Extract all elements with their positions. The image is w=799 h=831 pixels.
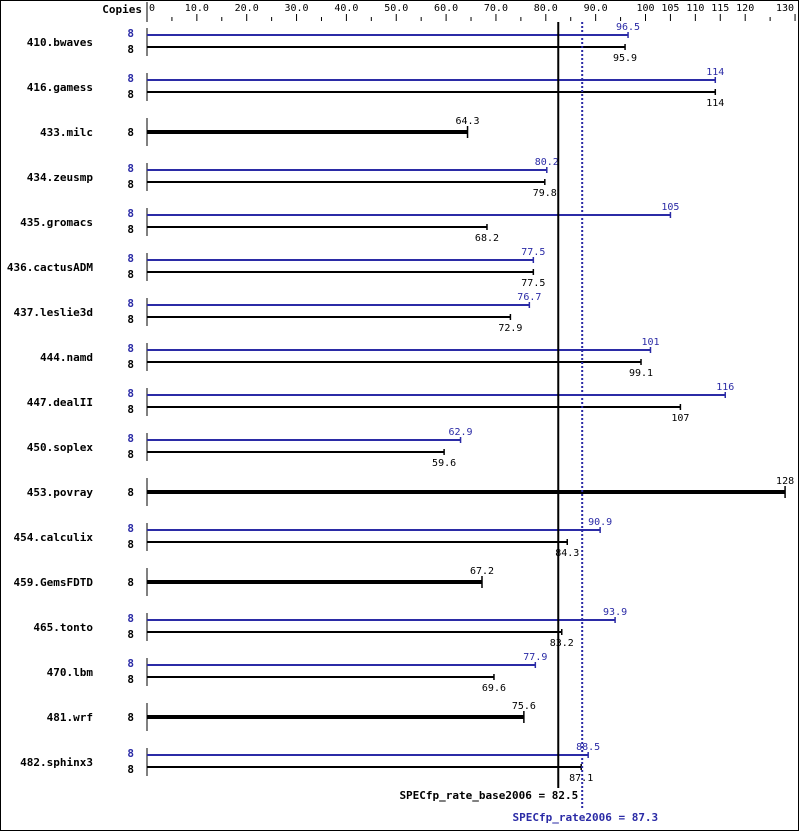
- benchmark-label: 481.wrf: [47, 711, 93, 724]
- base-summary-label: SPECfp_rate_base2006 = 82.5: [399, 789, 578, 802]
- copies-peak: 8: [127, 747, 134, 760]
- benchmark-label: 465.tonto: [33, 621, 93, 634]
- copies-base: 8: [127, 576, 134, 589]
- copies-base: 8: [127, 538, 134, 551]
- copies-peak: 8: [127, 387, 134, 400]
- tick-label: 30.0: [285, 3, 309, 14]
- base-value-label: 59.6: [432, 458, 456, 469]
- tick-label: 115: [711, 3, 729, 14]
- copies-base: 8: [127, 43, 134, 56]
- copies-peak: 8: [127, 342, 134, 355]
- copies-base: 8: [127, 448, 134, 461]
- copies-peak: 8: [127, 162, 134, 175]
- base-value-label: 75.6: [512, 701, 536, 712]
- base-value-label: 95.9: [613, 53, 637, 64]
- benchmark-label: 436.cactusADM: [7, 261, 93, 274]
- benchmark-label: 482.sphinx3: [20, 756, 93, 769]
- tick-label: 20.0: [235, 3, 259, 14]
- peak-value-label: 77.9: [523, 652, 547, 663]
- copies-peak: 8: [127, 72, 134, 85]
- copies-peak: 8: [127, 252, 134, 265]
- tick-label: 50.0: [384, 3, 408, 14]
- base-value-label: 99.1: [629, 368, 653, 379]
- copies-base: 8: [127, 486, 134, 499]
- copies-base: 8: [127, 358, 134, 371]
- base-value-label: 83.2: [550, 638, 574, 649]
- peak-value-label: 105: [661, 202, 679, 213]
- peak-value-label: 76.7: [517, 292, 541, 303]
- copies-peak: 8: [127, 27, 134, 40]
- benchmark-label: 416.gamess: [27, 81, 93, 94]
- benchmark-label: 437.leslie3d: [14, 306, 93, 319]
- tick-label: 40.0: [334, 3, 358, 14]
- copies-base: 8: [127, 223, 134, 236]
- peak-value-label: 101: [641, 337, 659, 348]
- peak-value-label: 114: [706, 67, 724, 78]
- peak-value-label: 93.9: [603, 607, 627, 618]
- peak-value-label: 116: [716, 382, 734, 393]
- tick-label: 80.0: [534, 3, 558, 14]
- copies-base: 8: [127, 763, 134, 776]
- tick-label: 60.0: [434, 3, 458, 14]
- copies-base: 8: [127, 178, 134, 191]
- copies-base: 8: [127, 403, 134, 416]
- tick-label: 130: [776, 3, 794, 14]
- copies-peak: 8: [127, 522, 134, 535]
- benchmark-label: 433.milc: [40, 126, 93, 139]
- base-value-label: 84.3: [555, 548, 579, 559]
- copies-peak: 8: [127, 297, 134, 310]
- copies-base: 8: [127, 268, 134, 281]
- copies-base: 8: [127, 628, 134, 641]
- base-value-label: 77.5: [521, 278, 545, 289]
- benchmark-label: 434.zeusmp: [27, 171, 94, 184]
- peak-summary-label: SPECfp_rate2006 = 87.3: [512, 811, 658, 824]
- benchmark-label: 470.lbm: [47, 666, 94, 679]
- copies-base: 8: [127, 711, 134, 724]
- copies-peak: 8: [127, 657, 134, 670]
- tick-label: 90.0: [584, 3, 608, 14]
- tick-label: 110: [686, 3, 704, 14]
- tick-label: 70.0: [484, 3, 508, 14]
- copies-peak: 8: [127, 612, 134, 625]
- peak-value-label: 77.5: [521, 247, 545, 258]
- benchmark-label: 444.namd: [40, 351, 93, 364]
- peak-value-label: 96.5: [616, 22, 640, 33]
- copies-base: 8: [127, 673, 134, 686]
- benchmark-label: 459.GemsFDTD: [14, 576, 94, 589]
- base-value-label: 128: [776, 476, 794, 487]
- copies-base: 8: [127, 126, 134, 139]
- peak-value-label: 90.9: [588, 517, 612, 528]
- base-value-label: 69.6: [482, 683, 506, 694]
- tick-label: 10.0: [185, 3, 209, 14]
- peak-value-label: 62.9: [449, 427, 473, 438]
- tick-label: 120: [736, 3, 754, 14]
- base-value-label: 107: [671, 413, 689, 424]
- benchmark-label: 453.povray: [27, 486, 94, 499]
- base-value-label: 68.2: [475, 233, 499, 244]
- peak-value-label: 80.2: [535, 157, 559, 168]
- base-value-label: 79.8: [533, 188, 557, 199]
- copies-header-label: Copies: [102, 3, 142, 16]
- base-value-label: 67.2: [470, 566, 494, 577]
- benchmark-label: 454.calculix: [14, 531, 94, 544]
- benchmark-label: 435.gromacs: [20, 216, 93, 229]
- benchmark-label: 410.bwaves: [27, 36, 93, 49]
- copies-peak: 8: [127, 207, 134, 220]
- base-value-label: 72.9: [498, 323, 522, 334]
- peak-value-label: 88.5: [576, 742, 600, 753]
- tick-label: 105: [661, 3, 679, 14]
- benchmark-label: 450.soplex: [27, 441, 94, 454]
- copies-base: 8: [127, 313, 134, 326]
- tick-label: 0: [149, 3, 155, 14]
- base-value-label: 114: [706, 98, 724, 109]
- copies-base: 8: [127, 88, 134, 101]
- base-value-label: 64.3: [455, 116, 479, 127]
- tick-label: 100: [636, 3, 654, 14]
- benchmark-label: 447.dealII: [27, 396, 93, 409]
- copies-peak: 8: [127, 432, 134, 445]
